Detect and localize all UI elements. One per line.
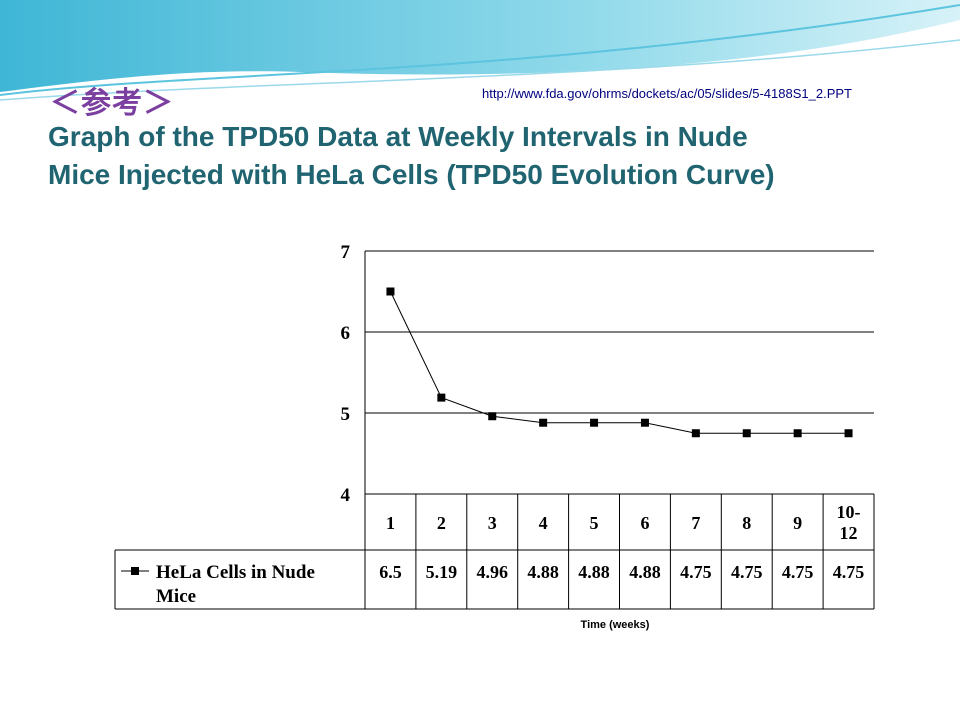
x-tick-label: 9 xyxy=(793,513,802,533)
x-tick-label: 3 xyxy=(488,513,497,533)
x-tick-label: 5 xyxy=(590,513,599,533)
header-banner xyxy=(0,0,960,101)
source-url-link[interactable]: http://www.fda.gov/ohrms/dockets/ac/05/s… xyxy=(482,86,852,101)
y-tick-label: 6 xyxy=(341,323,351,344)
x-tick-label: 10-12 xyxy=(837,502,861,543)
y-tick-label: 4 xyxy=(341,485,351,506)
data-label: 5.19 xyxy=(426,562,458,582)
data-point-marker xyxy=(539,418,548,427)
data-label: 4.75 xyxy=(833,562,865,582)
data-point-marker xyxy=(691,429,700,438)
y-tick-label: 5 xyxy=(341,404,351,425)
title-line-2: Mice Injected with HeLa Cells (TPD50 Evo… xyxy=(48,159,775,190)
reference-label: ＜参考＞ xyxy=(50,86,174,121)
legend-label: HeLa Cells in Nude Mice xyxy=(156,562,315,607)
x-axis-label: Time (weeks) xyxy=(580,619,650,631)
data-point-marker xyxy=(640,418,649,427)
data-point-marker xyxy=(386,287,395,296)
page-title: Graph of the TPD50 Data at Weekly Interv… xyxy=(48,118,928,194)
data-label: 4.75 xyxy=(782,562,814,582)
title-line-1: Graph of the TPD50 Data at Weekly Interv… xyxy=(48,121,748,152)
y-tick-label: 7 xyxy=(341,242,351,263)
data-label: 6.5 xyxy=(379,562,402,582)
data-label: 4.88 xyxy=(578,562,610,582)
series-line xyxy=(389,291,849,434)
data-point-marker xyxy=(742,429,751,438)
data-label: 4.88 xyxy=(527,562,559,582)
data-label: 4.88 xyxy=(629,562,661,582)
x-tick-label: 6 xyxy=(640,513,649,533)
data-label: 4.96 xyxy=(477,562,509,582)
x-tick-label: 2 xyxy=(437,513,446,533)
x-tick-label: 4 xyxy=(539,513,548,533)
x-tick-label: 8 xyxy=(742,513,751,533)
data-point-marker xyxy=(590,418,599,427)
x-tick-label: 1 xyxy=(386,513,395,533)
data-point-marker xyxy=(437,393,446,402)
legend-marker xyxy=(131,567,139,575)
data-label: 4.75 xyxy=(680,562,712,582)
data-point-marker xyxy=(793,429,802,438)
data-point-marker xyxy=(488,412,497,421)
data-point-marker xyxy=(844,429,853,438)
x-tick-label: 7 xyxy=(691,513,700,533)
data-label: 4.75 xyxy=(731,562,763,582)
